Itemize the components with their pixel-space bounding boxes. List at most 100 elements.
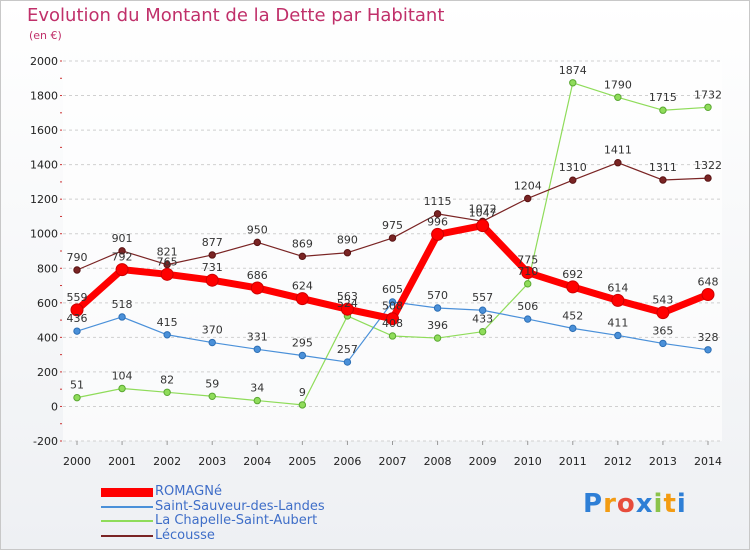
legend-label: La Chapelle-Saint-Aubert <box>155 513 318 528</box>
data-point <box>659 106 667 114</box>
data-label: 648 <box>698 276 719 289</box>
data-label: 821 <box>157 246 178 259</box>
data-label: 9 <box>299 386 306 399</box>
data-label: 790 <box>67 251 88 264</box>
data-point <box>656 306 670 320</box>
data-point <box>163 331 171 339</box>
y-tick-label: 200 <box>37 366 58 379</box>
data-point <box>70 303 84 317</box>
data-point <box>208 392 216 400</box>
data-point <box>704 103 712 111</box>
data-point <box>118 313 126 321</box>
data-point <box>659 339 667 348</box>
y-tick-label: 1600 <box>30 124 58 137</box>
data-label: 1322 <box>694 159 722 172</box>
y-tick-label: 800 <box>37 262 58 275</box>
data-label: 775 <box>517 254 538 267</box>
data-label: 518 <box>112 298 133 311</box>
legend-swatch <box>101 487 153 497</box>
data-label: 1310 <box>559 161 587 174</box>
data-point <box>433 210 442 218</box>
data-point <box>253 345 261 353</box>
x-tick-label: 2006 <box>333 455 361 468</box>
y-tick-label: 1400 <box>30 159 58 172</box>
data-label: 1732 <box>694 88 722 101</box>
x-tick-label: 2007 <box>379 455 407 468</box>
data-label: 624 <box>292 280 313 293</box>
data-point <box>118 384 126 393</box>
data-point <box>388 332 397 340</box>
data-label: 508 <box>382 300 403 313</box>
data-label: 1874 <box>559 64 587 77</box>
data-label: 692 <box>562 268 583 281</box>
data-label: 950 <box>247 223 268 236</box>
x-tick-label: 2014 <box>694 455 722 468</box>
logo-letter: r <box>603 489 617 519</box>
data-point <box>388 234 397 242</box>
data-label: 570 <box>427 289 448 302</box>
data-point <box>478 306 487 314</box>
data-point <box>569 176 577 184</box>
data-label: 731 <box>202 261 223 274</box>
data-point <box>298 401 307 409</box>
data-point <box>343 358 352 366</box>
data-point <box>205 273 219 287</box>
data-point <box>208 251 216 259</box>
data-point <box>478 327 487 336</box>
data-point <box>524 280 532 288</box>
data-point <box>340 302 354 316</box>
data-point <box>118 247 126 255</box>
data-label: 34 <box>250 382 264 395</box>
data-label: 901 <box>112 232 133 245</box>
data-point <box>73 327 81 335</box>
legend-swatch <box>101 534 153 537</box>
data-point <box>524 315 532 323</box>
x-tick-label: 2005 <box>288 455 316 468</box>
data-point <box>704 346 712 354</box>
legend-swatch <box>101 520 153 522</box>
data-point <box>73 393 81 402</box>
data-label: 1047 <box>469 207 497 220</box>
data-label: 559 <box>67 291 88 304</box>
data-label: 524 <box>337 297 358 310</box>
logo-letter: i <box>653 489 664 519</box>
y-tick-label: 600 <box>37 297 58 310</box>
data-label: 396 <box>427 319 448 332</box>
data-point <box>614 93 622 101</box>
data-label: 415 <box>157 316 178 329</box>
data-point <box>253 238 261 247</box>
data-label: 890 <box>337 234 358 247</box>
logo-letter: t <box>663 489 677 519</box>
data-label: 331 <box>247 330 268 343</box>
data-label: 563 <box>337 290 358 303</box>
data-label: 996 <box>427 215 448 228</box>
logo-letter: i <box>676 489 687 519</box>
plot-area <box>63 61 722 441</box>
x-tick-label: 2003 <box>198 455 226 468</box>
data-point <box>476 219 490 233</box>
data-label: 104 <box>112 369 133 382</box>
data-label: 51 <box>70 379 84 392</box>
data-label: 452 <box>562 309 583 322</box>
data-label: 1115 <box>424 195 452 208</box>
data-label: 605 <box>382 283 403 296</box>
x-tick-label: 2000 <box>63 455 91 468</box>
data-point <box>611 293 625 307</box>
data-point <box>298 252 307 261</box>
x-tick-label: 2001 <box>108 455 136 468</box>
data-label: 408 <box>382 317 403 330</box>
legend-label: Lécousse <box>155 527 215 543</box>
y-tick-label: 1200 <box>30 193 58 206</box>
data-label: 370 <box>202 324 223 337</box>
legend-label: ROMAGNé <box>155 484 222 499</box>
data-label: 1790 <box>604 78 632 91</box>
data-label: 686 <box>247 269 268 282</box>
data-point <box>569 324 577 333</box>
data-point <box>524 194 532 203</box>
data-label: 710 <box>517 265 538 278</box>
legend-label: Saint-Sauveur-des-Landes <box>155 498 325 514</box>
logo-letter: o <box>616 489 636 519</box>
data-label: 557 <box>472 291 493 304</box>
